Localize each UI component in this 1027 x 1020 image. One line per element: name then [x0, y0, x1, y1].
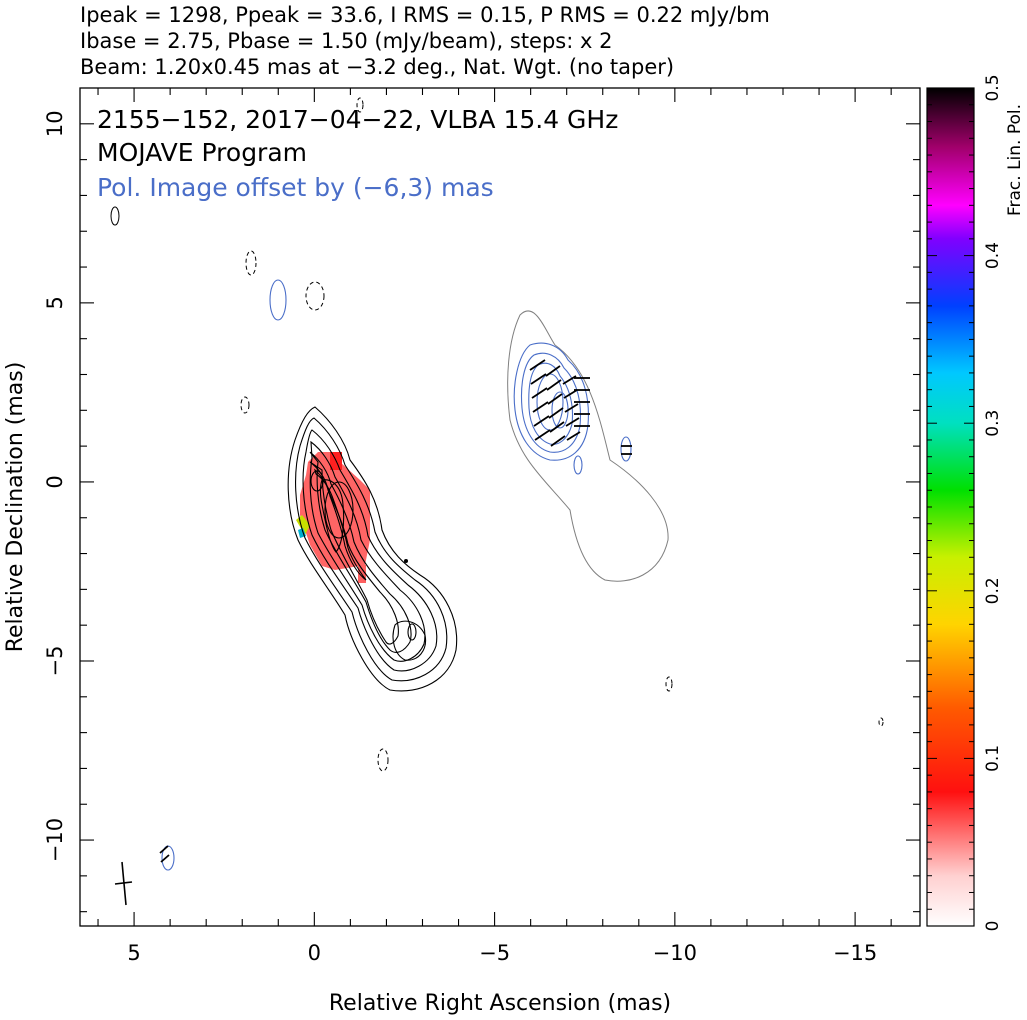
y-axis-label: Relative Declination (mas) [3, 362, 28, 653]
noise-dot [404, 559, 408, 563]
plot-frame [79, 87, 921, 927]
x-tick-label: 0 [308, 941, 321, 965]
colorbar-ticks [927, 87, 974, 927]
noise-contour [110, 206, 120, 226]
y-tick-label: 0 [43, 475, 67, 488]
y-tick-label: −5 [43, 646, 67, 677]
x-tick-label: −10 [653, 941, 697, 965]
x-tick-label: 5 [127, 941, 140, 965]
header-beam-line: Beam: 1.20x0.45 mas at −3.2 deg., Nat. W… [80, 55, 675, 79]
plot-content [110, 97, 884, 906]
evpa-vectors [159, 359, 632, 863]
colorbar-tick-label: 0.1 [983, 745, 1003, 772]
y-tick-label: 10 [43, 110, 67, 137]
header-peak-line: Ipeak = 1298, Ppeak = 33.6, I RMS = 0.15… [80, 3, 770, 27]
pol-outer-contour [507, 310, 669, 582]
colorbar-tick-labels: 0 0.1 0.2 0.3 0.4 0.5 [983, 74, 1003, 931]
pol-offset-annotation: Pol. Image offset by (−6,3) mas [97, 173, 494, 202]
stokes-i-contours [287, 406, 458, 692]
colorbar-tick-label: 0 [983, 921, 1003, 932]
colorbar-tick-label: 0.2 [983, 577, 1003, 604]
colorbar [926, 87, 975, 927]
y-tick-label: −10 [43, 818, 67, 862]
colorbar-label: Frac. Lin. Pol. [1005, 104, 1025, 216]
x-tick-label: −5 [479, 941, 510, 965]
colorbar-tick-label: 0.4 [983, 242, 1003, 269]
axis-tick-labels: 5 0 −5 −10 −15 10 5 0 −5 −10 [43, 110, 877, 965]
colorbar-tick-label: 0.5 [983, 74, 1003, 101]
axis-ticks [80, 88, 920, 926]
y-tick-label: 5 [43, 296, 67, 309]
colorbar-tick-label: 0.3 [983, 410, 1003, 437]
chart-subtitle: MOJAVE Program [97, 138, 307, 167]
negative-contours [240, 97, 884, 772]
x-tick-label: −15 [833, 941, 877, 965]
x-axis-label: Relative Right Ascension (mas) [329, 991, 671, 1016]
pol-contours [161, 279, 632, 871]
chart-title: 2155−152, 2017−04−22, VLBA 15.4 GHz [97, 105, 618, 134]
beam-marker [114, 861, 133, 906]
header-base-line: Ibase = 2.75, Pbase = 1.50 (mJy/beam), s… [80, 29, 613, 53]
